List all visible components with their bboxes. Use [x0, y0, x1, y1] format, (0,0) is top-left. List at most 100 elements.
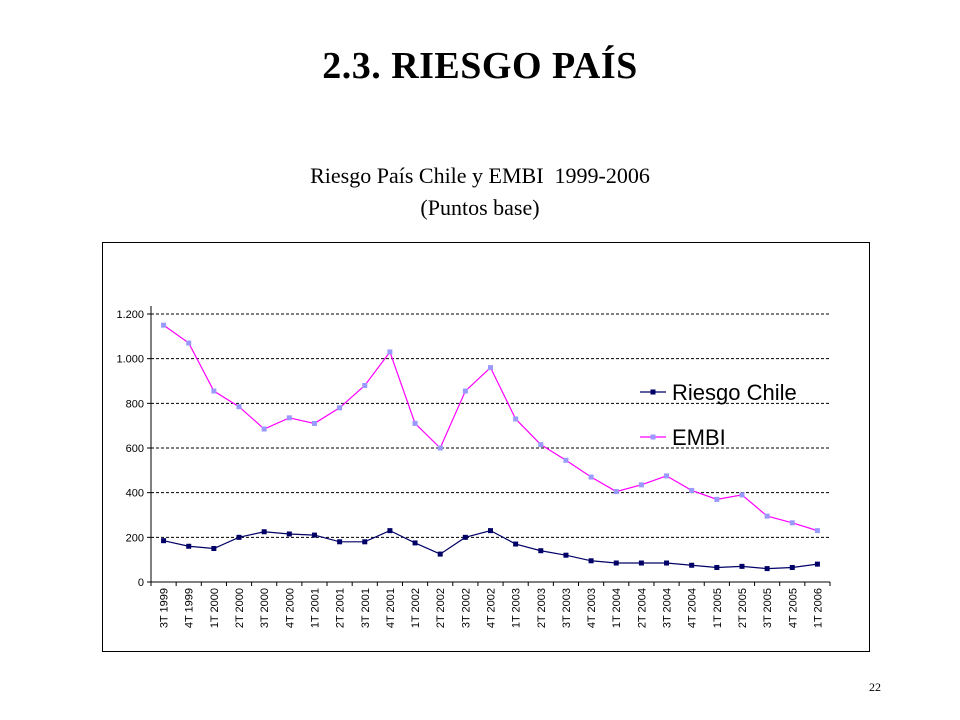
data-point	[638, 560, 644, 566]
x-tick-label: 3T 2000	[259, 588, 271, 628]
x-tick-label: 3T 2005	[762, 588, 774, 628]
slide-title: 2.3. RIESGO PAÍS	[322, 45, 638, 87]
x-tick-label: 4T 2000	[284, 588, 296, 628]
data-point	[588, 474, 594, 480]
data-point	[186, 543, 192, 549]
data-point	[462, 388, 468, 394]
series-group	[161, 322, 820, 572]
x-tick-label: 2T 2002	[435, 588, 447, 628]
data-point	[588, 558, 594, 564]
y-tick-label: 200	[126, 532, 144, 544]
data-point	[362, 382, 368, 388]
chart-title: Riesgo País Chile y EMBI 1999-2006	[310, 163, 650, 188]
data-point	[814, 561, 820, 567]
x-tick-labels: 3T 1999 4T 1999 1T 2000 2T 2000 3T 2000 4T 20…	[159, 588, 825, 628]
x-tick-label: 3T 2001	[360, 588, 372, 628]
data-point	[261, 529, 267, 535]
data-point	[437, 551, 443, 557]
x-tick-label: 3T 2002	[460, 588, 472, 628]
data-point	[387, 349, 393, 355]
y-tick-labels: 0 200 400 600 800 1.000 1.200	[116, 309, 144, 589]
data-point	[186, 340, 192, 346]
x-tick-label: 4T 1999	[184, 588, 196, 628]
chart-title-block: Riesgo País Chile y EMBI 1999-2006 (Punt…	[0, 160, 960, 224]
y-tick-label: 600	[126, 443, 144, 455]
legend-label: EMBI	[672, 425, 726, 450]
data-point	[161, 538, 167, 544]
y-tick-label: 1.200	[116, 309, 144, 321]
x-tick-label: 1T 2005	[712, 588, 724, 628]
data-point	[789, 520, 795, 526]
y-tick-label: 0	[138, 577, 144, 589]
x-tick-label: 1T 2004	[611, 588, 623, 628]
data-point	[638, 482, 644, 488]
data-point	[513, 541, 519, 547]
gridlines	[151, 313, 830, 538]
data-point	[161, 322, 167, 328]
data-point	[513, 416, 519, 422]
data-point	[261, 426, 267, 432]
data-point	[437, 445, 443, 451]
x-tick-label: 4T 2002	[486, 588, 498, 628]
data-point	[714, 496, 720, 502]
y-tick-label: 1.000	[116, 354, 144, 366]
data-point	[337, 539, 343, 545]
data-point	[664, 473, 670, 479]
data-point	[613, 560, 619, 566]
data-point	[563, 552, 569, 558]
data-point	[412, 540, 418, 546]
data-point	[236, 534, 242, 540]
chart-frame: 0 200 400 600 800 1.000 1.200 3T 1999 4T 1999 1T…	[102, 242, 870, 652]
x-tick-label: 4T 2004	[687, 588, 699, 628]
x-tick-label: 4T 2003	[586, 588, 598, 628]
x-tick-label: 4T 2001	[385, 588, 397, 628]
data-point	[337, 405, 343, 411]
y-tick-label: 800	[126, 398, 144, 410]
x-tick-label: 1T 2006	[812, 588, 824, 628]
x-tick-label: 1T 2000	[209, 588, 221, 628]
series-line	[163, 529, 818, 570]
data-point	[412, 420, 418, 426]
data-point	[387, 528, 393, 534]
data-point	[236, 404, 242, 410]
data-point	[739, 563, 745, 569]
page-number: 22	[869, 680, 881, 694]
data-point	[689, 487, 695, 493]
x-tick-label: 2T 2004	[636, 588, 648, 628]
x-tick-label: 1T 2003	[511, 588, 523, 628]
x-tick-label: 3T 2003	[561, 588, 573, 628]
data-point	[764, 513, 770, 519]
data-point	[814, 528, 820, 534]
data-point	[689, 562, 695, 568]
data-point	[286, 415, 292, 421]
legend-label: Riesgo Chile	[672, 380, 797, 405]
line-chart: 0 200 400 600 800 1.000 1.200 3T 1999 4T 1999 1T…	[116, 306, 831, 628]
legend-marker	[650, 389, 656, 395]
legend: Riesgo Chile EMBI	[640, 380, 797, 450]
data-point	[789, 564, 795, 570]
x-tick-label: 2T 2003	[536, 588, 548, 628]
data-point	[362, 539, 368, 545]
legend-marker	[650, 434, 656, 440]
data-point	[311, 532, 317, 538]
x-tick-label: 1T 2001	[309, 588, 321, 628]
data-point	[764, 566, 770, 572]
x-tick-label: 2T 2001	[335, 588, 347, 628]
data-point	[538, 442, 544, 448]
y-tick-label: 400	[126, 488, 144, 500]
x-tick-label: 4T 2005	[787, 588, 799, 628]
data-point	[714, 564, 720, 570]
x-tick-label: 3T 1999	[159, 588, 171, 628]
x-tick-label: 1T 2002	[410, 588, 422, 628]
data-point	[538, 548, 544, 554]
chart-subtitle: (Puntos base)	[420, 195, 540, 220]
data-point	[311, 420, 317, 426]
data-point	[613, 489, 619, 495]
data-point	[739, 492, 745, 498]
data-point	[488, 365, 493, 371]
data-point	[286, 531, 292, 537]
axes	[147, 306, 831, 586]
data-point	[563, 457, 569, 463]
x-tick-label: 2T 2000	[234, 588, 246, 628]
data-point	[211, 546, 217, 551]
